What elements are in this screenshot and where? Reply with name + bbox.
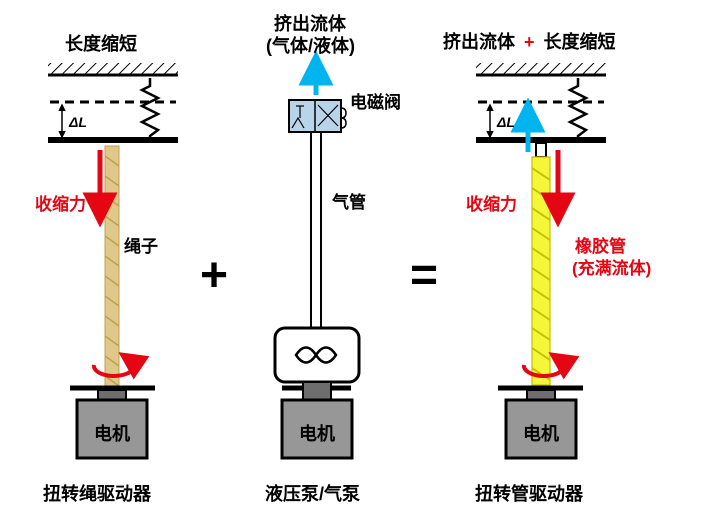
plus-operator: +	[200, 248, 228, 303]
valve	[289, 100, 346, 132]
rope-label: 绳子	[124, 232, 158, 257]
nozzle	[536, 143, 546, 157]
header-right-part2: 长度缩短	[544, 32, 616, 52]
diagram-root: 长度缩短 挤出流体 (气体/液体) 挤出流体 + 长度缩短 ΔL ΔL 收缩力 …	[0, 0, 707, 522]
ceiling-hatch-left	[48, 63, 178, 75]
delta-l-left: ΔL	[69, 114, 87, 130]
header-right-part1: 挤出流体	[443, 32, 515, 52]
rope	[105, 146, 119, 386]
air-tube-label: 气管	[332, 188, 366, 213]
pump	[275, 328, 359, 382]
spring-right	[570, 78, 586, 140]
caption-middle: 液压泵/气泵	[265, 480, 360, 506]
motor-middle-label: 电机	[299, 420, 335, 446]
header-right-plus: +	[524, 32, 535, 52]
valve-label: 电磁阀	[350, 88, 401, 113]
motor-right-label: 电机	[523, 420, 559, 446]
header-left: 长度缩短	[65, 30, 137, 56]
caption-right: 扭转管驱动器	[475, 480, 583, 506]
rubber-tube-label-l2: (充满流体)	[572, 254, 651, 279]
motor-left-label: 电机	[94, 420, 130, 446]
contraction-left-label: 收缩力	[35, 190, 86, 215]
panel-middle	[275, 68, 359, 458]
air-tube	[311, 132, 321, 328]
header-middle-line2: (气体/液体)	[266, 32, 355, 58]
equals-operator: =	[410, 248, 438, 303]
delta-l-right: ΔL	[497, 114, 515, 130]
caption-left: 扭转绳驱动器	[43, 480, 151, 506]
header-right: 挤出流体 + 长度缩短	[443, 28, 616, 54]
ceiling-hatch-right	[476, 63, 606, 75]
spring-left	[142, 78, 158, 140]
rubber-tube	[532, 157, 550, 385]
panel-left	[48, 63, 178, 458]
contraction-right-label: 收缩力	[466, 190, 517, 215]
